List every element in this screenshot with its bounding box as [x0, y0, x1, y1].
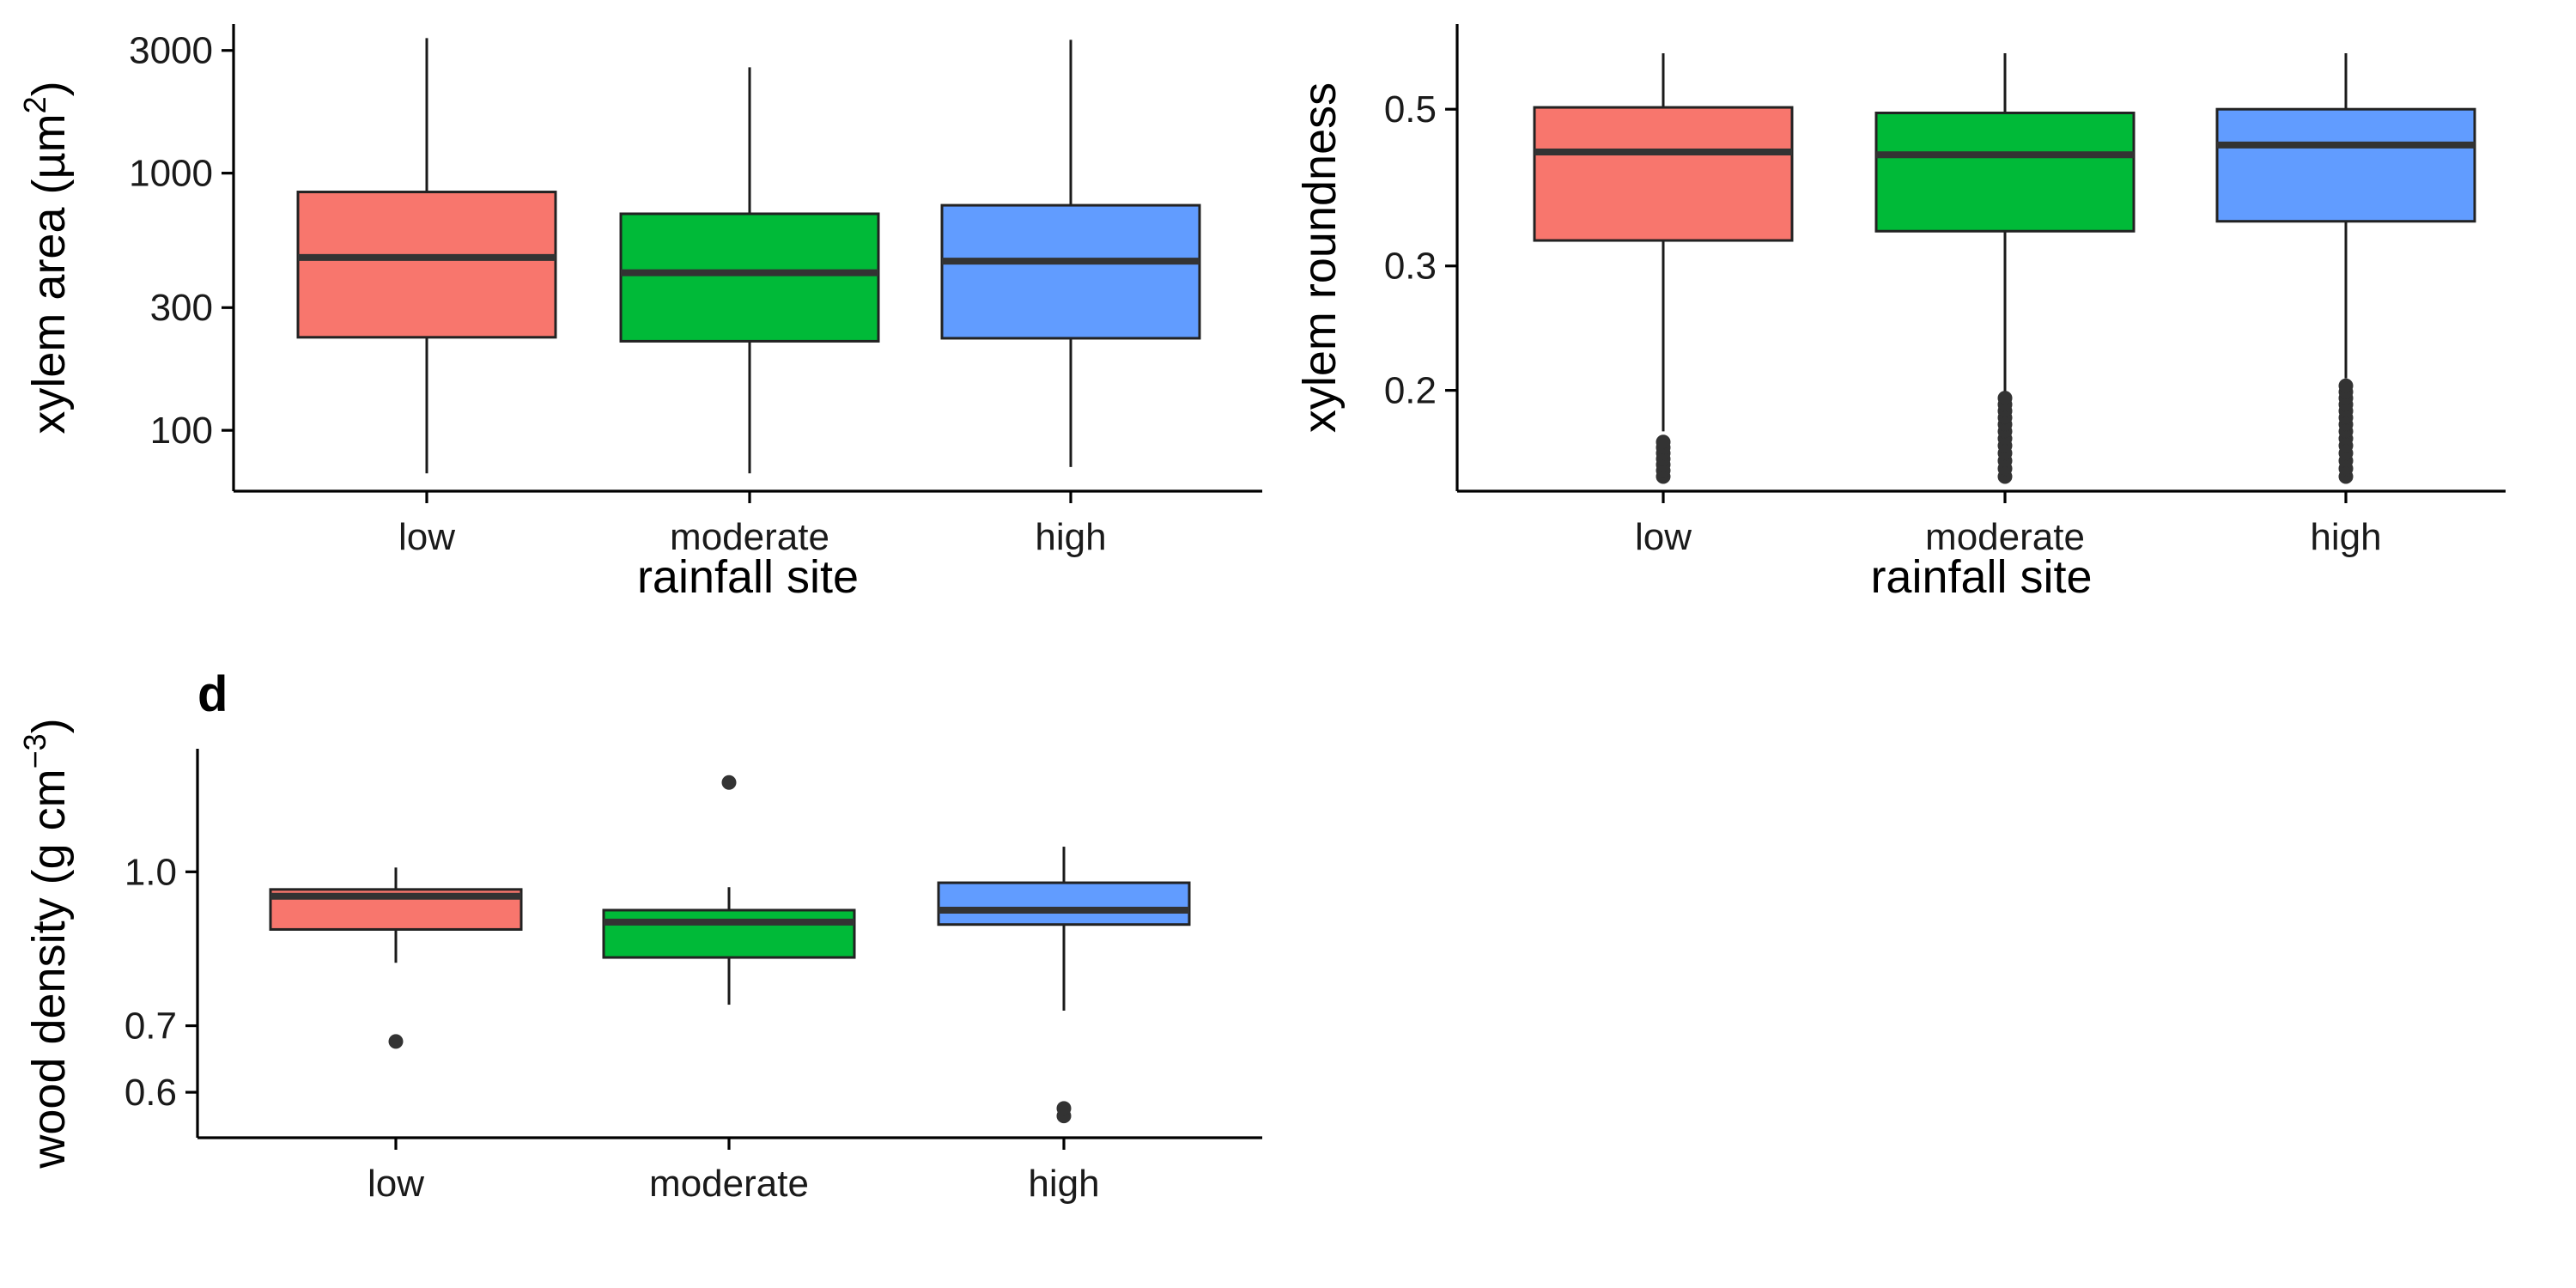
y-tick-label: 0.7 — [125, 1005, 177, 1048]
box-iqr — [1533, 106, 1794, 242]
y-tick-label: 1000 — [129, 153, 213, 195]
panel-xylem-area: 100 300 1000 3000 low moderate high xylem area … — [17, 24, 1262, 603]
box-iqr — [619, 212, 880, 343]
outlier-point — [721, 775, 737, 790]
x-tick-label: moderate — [1925, 516, 2085, 558]
x-tick-label: low — [1635, 516, 1692, 558]
box-low — [269, 867, 523, 1049]
box-high — [2215, 53, 2476, 484]
y-axis-title-superscript: −3 — [17, 733, 52, 769]
outlier-point — [1997, 391, 2013, 406]
x-tick-label: high — [2310, 516, 2381, 558]
outlier-point — [1056, 1101, 1072, 1116]
y-axis-title-text: xylem area (µm — [23, 113, 75, 434]
box-low — [296, 38, 557, 474]
x-tick-label: moderate — [670, 516, 829, 558]
box-iqr — [602, 908, 856, 959]
outlier-point — [1656, 434, 1671, 450]
box-low — [1533, 53, 1794, 484]
x-axis-title: rainfall site — [637, 551, 859, 603]
box-high — [937, 847, 1191, 1124]
y-axis-title-text: ) — [23, 81, 75, 96]
box-iqr — [1874, 112, 2136, 233]
outlier-point — [2338, 378, 2354, 393]
box-iqr — [2215, 107, 2476, 223]
y-tick-label: 1.0 — [125, 851, 177, 893]
box-moderate — [619, 67, 880, 474]
y-tick-label: 0.6 — [125, 1072, 177, 1114]
y-tick-label: 0.5 — [1384, 88, 1437, 131]
y-axis-title: wood density (g cm−3) — [17, 718, 75, 1169]
y-axis-title-superscript: 2 — [17, 96, 52, 113]
box-moderate — [1874, 53, 2136, 484]
box-iqr — [296, 191, 557, 339]
y-axis-title: xylem area (µm2) — [17, 81, 75, 434]
x-tick-label: high — [1028, 1163, 1099, 1205]
box-moderate — [602, 775, 856, 1005]
x-tick-label: moderate — [649, 1163, 809, 1205]
y-axis-title-text: wood density (g cm — [23, 769, 75, 1169]
x-tick-label: low — [368, 1163, 424, 1205]
x-tick-label: high — [1035, 516, 1106, 558]
outlier-point — [388, 1034, 404, 1049]
y-tick-label: 300 — [150, 287, 213, 329]
box-iqr — [937, 881, 1191, 927]
y-tick-label: 0.3 — [1384, 246, 1437, 288]
y-axis-title: xylem roundness — [1294, 82, 1346, 433]
y-tick-label: 3000 — [129, 30, 213, 72]
panel-wood-density: 0.6 0.7 1.0 low moderate high wood density (g … — [17, 666, 1262, 1205]
panel-xylem-roundness: 0.2 0.3 0.5 low moderate high xylem roundness r… — [1294, 24, 2506, 603]
y-tick-label: 0.2 — [1384, 370, 1437, 412]
x-axis-title: rainfall site — [1870, 551, 2092, 603]
box-high — [940, 39, 1201, 467]
panel-tag: d — [197, 666, 228, 722]
box-iqr — [940, 204, 1201, 340]
x-tick-label: low — [398, 516, 455, 558]
y-axis-title-text: ) — [23, 718, 75, 733]
y-tick-label: 100 — [150, 410, 213, 452]
